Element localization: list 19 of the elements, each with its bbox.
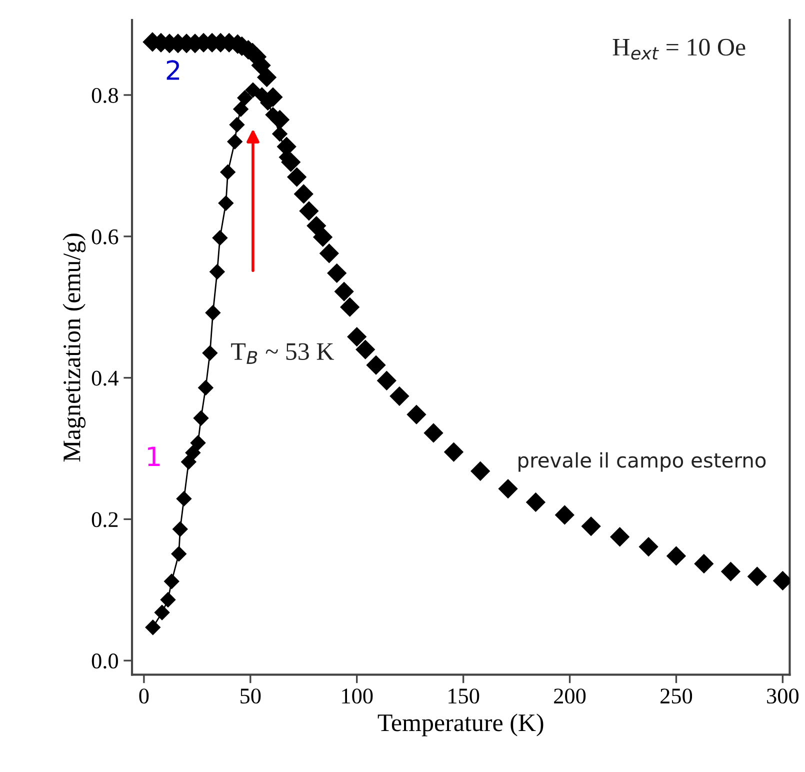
- y-tick-label: 0.8: [92, 88, 118, 104]
- x-tick-label: 300: [767, 688, 798, 704]
- series-label: 1: [148, 446, 160, 466]
- annotation: prevale il campo esterno: [518, 452, 766, 472]
- x-tick-label: 100: [342, 688, 373, 704]
- x-tick-label: 250: [660, 688, 692, 704]
- annotation: T$_{B}$ ~ 53 K: [231, 343, 334, 364]
- y-tick-label: 0.0: [92, 654, 118, 669]
- x-tick-label: 50: [240, 688, 261, 704]
- y-axis-title: Magnetization (emu/g): [62, 234, 86, 462]
- y-tick-label: 0.2: [92, 512, 118, 528]
- x-tick-label: 200: [554, 688, 586, 704]
- y-tick-label: 0.6: [92, 229, 118, 244]
- y-tick-label: 0.4: [92, 370, 118, 386]
- series-label: 2: [166, 60, 180, 80]
- x-tick-label: 150: [448, 688, 480, 704]
- x-tick-label: 0: [139, 688, 149, 704]
- x-axis-title: Temperature (K): [378, 714, 544, 736]
- annotation: H$_{ext}$ = 10 Oe: [612, 38, 746, 60]
